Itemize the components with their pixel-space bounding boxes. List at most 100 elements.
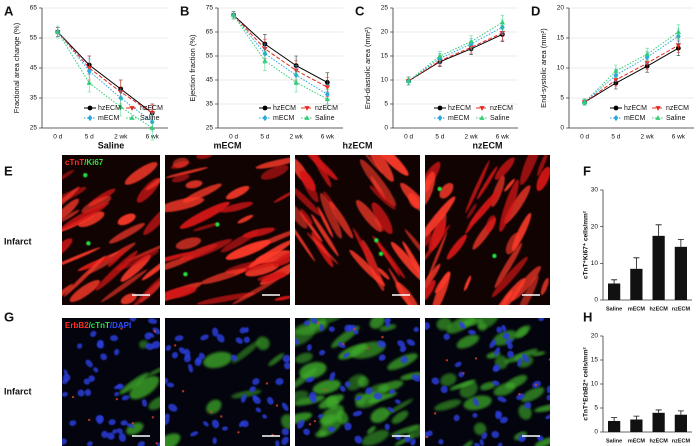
fiber [200,268,247,285]
x-tick-label: 2 wk [114,134,128,141]
stain-label: cTnT/Ki67 [65,158,104,167]
micrograph [425,155,550,305]
nucleus [454,361,462,368]
ctnt-patch [361,429,389,446]
nucleus [306,344,312,351]
erbb2-spot [181,390,185,393]
fiber [428,219,446,251]
series-line [233,14,328,95]
fiber [124,162,158,185]
fiber [107,246,128,268]
nucleus [328,426,335,433]
erbb2-spot [381,335,384,339]
fiber [225,185,250,200]
ctnt-patch [256,336,270,351]
nucleus [194,358,202,367]
nucleus [353,329,359,335]
nucleus [110,335,119,342]
legend-label: nzECM [140,105,163,112]
nucleus [188,363,194,373]
nucleus [413,326,419,333]
nucleus [355,395,363,401]
series-line [408,32,503,82]
fiber [469,189,501,227]
fiber [120,254,151,282]
fiber [402,241,420,291]
fiber [301,174,319,203]
erbb2-spot [151,416,155,419]
erbb2-spot [353,327,356,331]
bar [630,268,643,300]
nucleus [97,339,104,349]
y-tick-label: 65 [206,29,214,36]
x-tick-label: mECM [628,306,646,312]
series-line [408,33,503,82]
fiber [120,293,137,305]
nucleus [524,402,532,409]
nucleus [266,396,274,405]
y-tick-label: 10 [381,77,389,84]
legend-label: mECM [98,115,120,122]
ctnt-patch [520,387,545,403]
panel-label: E [4,163,13,178]
x-tick-label: nzECM [672,306,691,312]
erbb2-spot [155,442,158,445]
nucleus [404,435,412,443]
ctnt-patch [231,340,260,364]
nucleus [238,420,245,428]
fiber [355,199,383,233]
fiber [185,180,203,189]
nucleus [203,421,209,427]
y-axis-label: cTnT⁺ErbB2⁺ cells/mm² [583,347,590,421]
nucleus [394,399,401,404]
fiber [141,259,160,281]
nucleus [114,391,120,397]
nucleus [494,347,501,356]
x-tick-label: 6 wk [321,134,335,141]
nucleus [310,396,317,403]
fiber [425,279,436,303]
nucleus [411,374,420,382]
ctnt-patch [534,437,550,446]
nucleus [545,414,550,420]
error-bar [677,239,684,247]
fiber [232,277,280,305]
erbb2-spot [87,418,91,422]
y-tick-label: 15 [557,35,565,42]
fiber [192,223,218,232]
x-tick-label: 0 d [53,134,62,141]
fiber [295,214,316,262]
fiber [404,229,420,267]
ctnt-patch [379,324,397,332]
nucleus [389,389,395,395]
nucleus [344,422,352,431]
nucleus [516,393,525,401]
series-line [57,31,153,123]
marker [644,61,650,67]
legend-marker [129,115,135,120]
ctnt-patch [456,334,480,349]
x-tick-label: Saline [606,438,622,444]
fiber [81,195,112,214]
nucleus [491,430,500,439]
ctnt-patch [407,425,420,439]
fiber [273,190,290,203]
marker [581,99,588,105]
series-line [408,26,503,82]
x-tick-label: 2 wk [640,134,654,141]
panel-label: G [4,309,14,324]
nucleus [174,335,184,342]
erbb2-spot [237,431,240,434]
nucleus [171,351,178,359]
fiber [311,214,339,257]
fiber [295,185,322,217]
fiber [329,201,354,239]
fiber [95,250,138,291]
y-tick-label: 75 [206,5,214,12]
bar [652,235,665,300]
erbb2-spot [220,415,223,418]
fiber [446,234,467,260]
y-tick-label: 5 [594,405,598,412]
stain-part: /cTnT [89,321,110,330]
erbb2-spot [173,344,177,347]
